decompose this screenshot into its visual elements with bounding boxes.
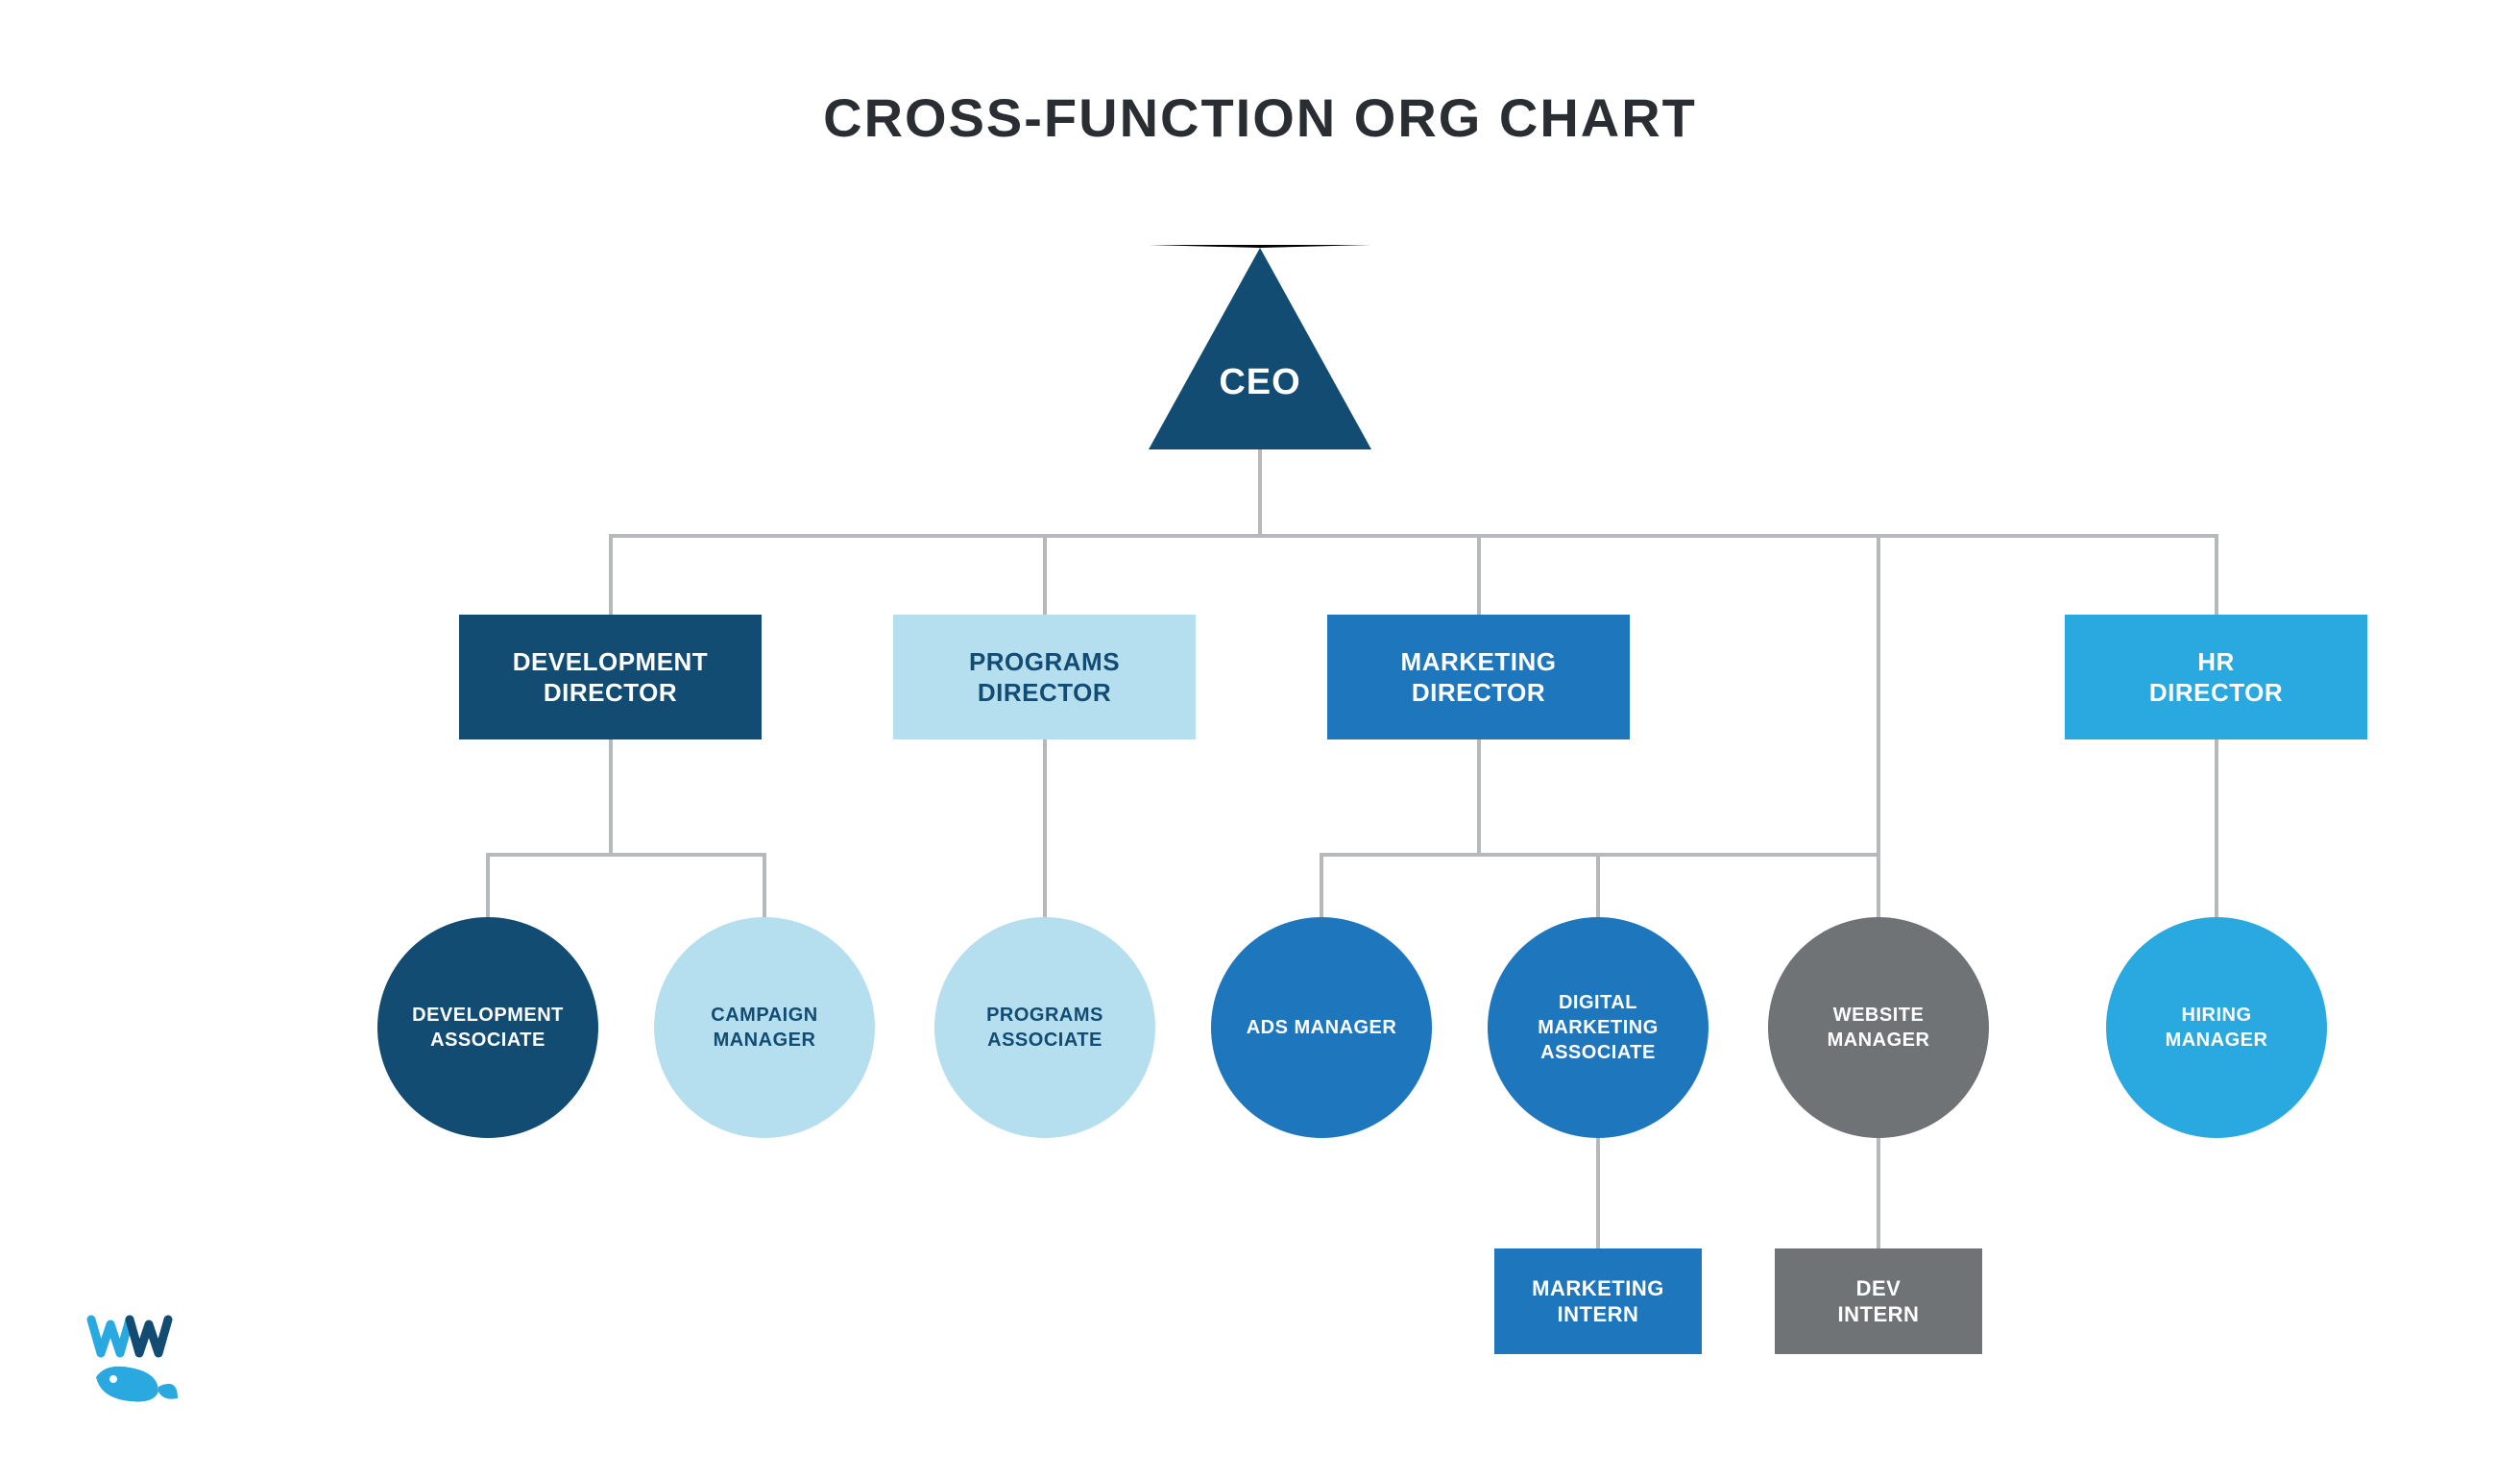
label: DEVELOPMENT ASSOCIATE [412, 1003, 564, 1053]
org-chart-canvas: CROSS-FUNCTION ORG CHART CEO DEVELOPMENT… [0, 0, 2520, 1478]
node-dev-intern: DEV INTERN [1775, 1248, 1982, 1354]
node-development-associate: DEVELOPMENT ASSOCIATE [377, 917, 598, 1138]
label: WEBSITE MANAGER [1828, 1003, 1930, 1053]
label: HR DIRECTOR [2149, 646, 2283, 709]
label: HIRING MANAGER [2166, 1003, 2268, 1053]
label: PROGRAMS ASSOCIATE [986, 1003, 1103, 1053]
brand-logo-icon [86, 1310, 211, 1411]
label: CAMPAIGN MANAGER [711, 1003, 817, 1053]
label: PROGRAMS DIRECTOR [969, 646, 1120, 709]
node-ceo-label: CEO [1193, 362, 1327, 403]
node-website-manager: WEBSITE MANAGER [1768, 917, 1989, 1138]
label: DIGITAL MARKETING ASSOCIATE [1538, 990, 1659, 1065]
node-development-director: DEVELOPMENT DIRECTOR [459, 615, 762, 739]
label: MARKETING DIRECTOR [1401, 646, 1557, 709]
node-marketing-intern: MARKETING INTERN [1494, 1248, 1702, 1354]
label: ADS MANAGER [1247, 1015, 1397, 1040]
node-marketing-director: MARKETING DIRECTOR [1327, 615, 1630, 739]
label: DEV INTERN [1838, 1275, 1920, 1328]
label: MARKETING INTERN [1532, 1275, 1664, 1328]
node-hr-director: HR DIRECTOR [2065, 615, 2367, 739]
chart-title: CROSS-FUNCTION ORG CHART [0, 86, 2520, 149]
node-programs-associate: PROGRAMS ASSOCIATE [934, 917, 1155, 1138]
node-ceo [1149, 245, 1371, 449]
node-programs-director: PROGRAMS DIRECTOR [893, 615, 1196, 739]
label: DEVELOPMENT DIRECTOR [513, 646, 708, 709]
node-digital-marketing-associate: DIGITAL MARKETING ASSOCIATE [1488, 917, 1708, 1138]
node-ads-manager: ADS MANAGER [1211, 917, 1432, 1138]
node-campaign-manager: CAMPAIGN MANAGER [654, 917, 875, 1138]
node-hiring-manager: HIRING MANAGER [2106, 917, 2327, 1138]
